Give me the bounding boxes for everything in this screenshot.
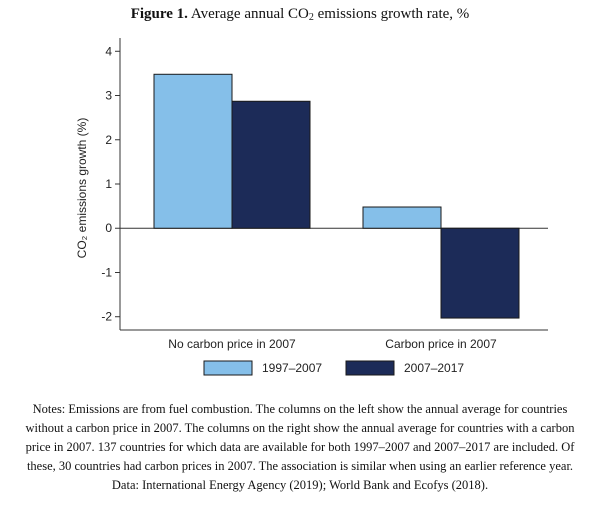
legend-label-2: 2007–2017 xyxy=(404,361,464,375)
bar-series1-cat1 xyxy=(153,73,233,229)
y-tick-label: -2 xyxy=(101,310,112,324)
bar-series1-cat2 xyxy=(362,206,442,229)
y-tick-label: 3 xyxy=(105,89,112,103)
y-tick-label: -1 xyxy=(101,265,112,279)
bar-series2-cat2 xyxy=(440,227,520,319)
figure-title: Figure 1. Average annual CO2 emissions g… xyxy=(0,6,600,23)
y-tick-label: 4 xyxy=(105,44,112,58)
y-axis-label: CO₂ emissions growth (%) xyxy=(75,118,89,259)
x-category-label: Carbon price in 2007 xyxy=(385,337,497,351)
bar-series2-cat1 xyxy=(231,100,311,229)
bar-chart: 4 3 2 1 0 -1 -2 CO₂ emissions growth (%) No carb… xyxy=(75,38,548,376)
figure-title-main: Average annual CO xyxy=(190,6,309,22)
figure-notes: Notes: Emissions are from fuel combustio… xyxy=(25,402,575,492)
legend-label-1: 1997–2007 xyxy=(262,361,322,375)
legend-swatch-2 xyxy=(345,360,395,376)
figure-title-rest: emissions growth rate, % xyxy=(313,6,470,22)
y-tick-label: 1 xyxy=(105,177,112,191)
x-category-label: No carbon price in 2007 xyxy=(168,337,296,351)
figure-label: Figure 1. xyxy=(130,6,188,22)
legend-swatch-1 xyxy=(203,360,253,376)
y-tick-label: 0 xyxy=(105,221,112,235)
y-tick-label: 2 xyxy=(105,133,112,147)
figure-title-subscript: 2 xyxy=(308,12,314,23)
